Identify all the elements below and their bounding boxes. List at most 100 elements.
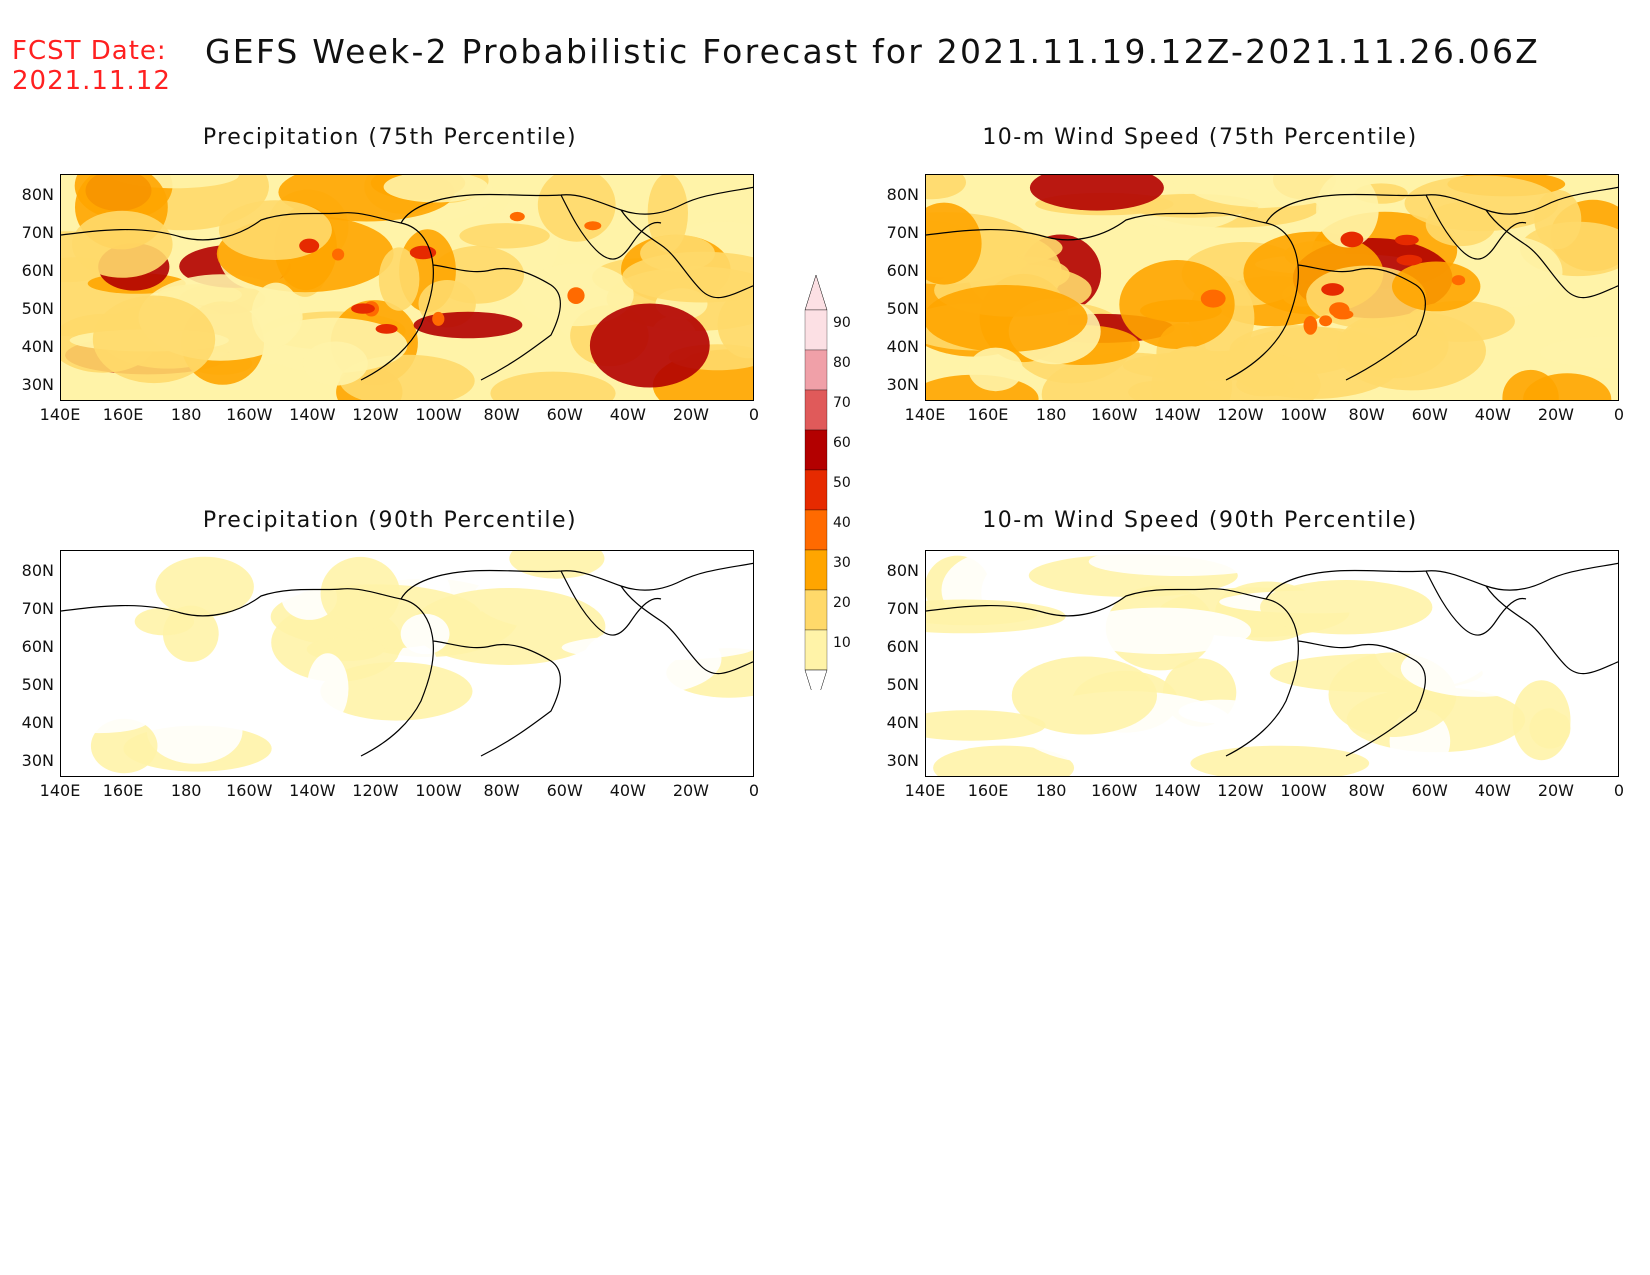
map-wind-75 (925, 174, 1619, 401)
field-contour (1260, 580, 1433, 635)
lat-label: 60N (886, 637, 919, 656)
lon-label: 40W (609, 781, 646, 800)
field-contour (1451, 551, 1593, 577)
lat-label: 80N (21, 561, 54, 580)
lat-label: 40N (21, 337, 54, 356)
lon-label: 80W (1348, 781, 1385, 800)
field-contour (1178, 699, 1263, 724)
colorbar-box (804, 389, 828, 431)
field-hotspot (1319, 315, 1333, 327)
lon-label: 40W (609, 405, 646, 424)
field-contour (1453, 758, 1583, 776)
lon-label: 20W (1537, 781, 1574, 800)
colorbar-legend: 90 80 70 60 50 40 30 20 10 (800, 270, 860, 706)
field-contour (134, 607, 195, 636)
lon-label: 140W (289, 781, 336, 800)
lat-label: 80N (886, 185, 919, 204)
field-contour (142, 699, 307, 722)
lon-label: 140W (1154, 781, 1201, 800)
field-contour (1400, 639, 1555, 697)
colorbar-box (804, 349, 828, 391)
lon-label: 60W (1411, 781, 1448, 800)
lon-label: 180 (170, 781, 202, 800)
field-hotspot (299, 238, 320, 253)
field-contour (589, 303, 710, 388)
lon-label: 120W (352, 781, 399, 800)
lat-label: 70N (21, 223, 54, 242)
field-contour (251, 282, 301, 347)
field-hotspot (1321, 283, 1344, 296)
map-field-svg (61, 175, 753, 400)
field-contour (1539, 336, 1618, 369)
lon-label: 20W (672, 781, 709, 800)
lon-label: 0 (748, 405, 760, 424)
field-contour (378, 247, 420, 311)
lon-label: 80W (1348, 405, 1385, 424)
field-contour (1425, 202, 1496, 247)
colorbar-box (804, 549, 828, 591)
map-wind-90 (925, 550, 1619, 777)
field-contour (302, 341, 368, 386)
lon-label: 140E (904, 781, 946, 800)
lat-label: 30N (886, 375, 919, 394)
lon-label: 160E (967, 781, 1009, 800)
lon-label: 0 (1613, 405, 1625, 424)
lon-label: 160E (967, 405, 1009, 424)
colorbar-tick-label: 30 (833, 555, 851, 571)
lon-label: 120W (1217, 781, 1264, 800)
field-hotspot (432, 311, 445, 326)
lon-label: 100W (1280, 781, 1327, 800)
field-contour (647, 175, 688, 253)
coastline (926, 562, 1618, 757)
lat-label: 60N (886, 261, 919, 280)
field-contour (1029, 175, 1164, 211)
lon-label: 140W (289, 405, 336, 424)
field-contour (459, 223, 550, 249)
lon-label: 180 (170, 405, 202, 424)
field-contour (512, 729, 656, 753)
field-contour (717, 290, 753, 359)
lat-label: 40N (886, 337, 919, 356)
coastline (61, 562, 753, 757)
field-contour (1190, 745, 1370, 776)
field-contour (1392, 261, 1481, 312)
map-field-svg (926, 175, 1618, 400)
panel-title-precip-90: Precipitation (90th Percentile) (202, 508, 578, 533)
lat-label: 60N (21, 261, 54, 280)
field-hotspot (1396, 254, 1423, 266)
colorbar-box (804, 509, 828, 551)
lon-label: 180 (1035, 405, 1067, 424)
field-contour (926, 599, 1066, 634)
field-hotspot (509, 211, 525, 222)
field-hotspot (1340, 231, 1364, 248)
lon-label: 0 (1613, 781, 1625, 800)
lat-label: 50N (21, 299, 54, 318)
field-hotspot (1329, 302, 1350, 318)
forecast-date-label: FCST Date: (12, 36, 167, 66)
field-contour (320, 556, 400, 631)
field-hotspot (375, 324, 398, 334)
colorbar-bottom-arrow (804, 669, 828, 706)
colorbar-tick-label: 60 (833, 435, 851, 451)
lon-label: 60W (546, 781, 583, 800)
field-hotspot (584, 221, 602, 231)
field-contour (583, 624, 722, 694)
field-contour (320, 662, 473, 721)
lat-label: 50N (886, 299, 919, 318)
colorbar-tick-label: 50 (833, 475, 851, 491)
lon-label: 140E (39, 781, 81, 800)
lon-label: 180 (1035, 781, 1067, 800)
lat-label: 70N (886, 599, 919, 618)
field-contour (490, 371, 616, 400)
lon-label: 80W (483, 781, 520, 800)
field-contour (926, 710, 1046, 741)
coastline (61, 186, 753, 381)
lon-label: 160W (226, 405, 273, 424)
field-contour (413, 311, 523, 339)
colorbar-tick-label: 70 (833, 395, 851, 411)
lon-label: 160W (226, 781, 273, 800)
lat-label: 60N (21, 637, 54, 656)
field-contour (1011, 656, 1157, 735)
colorbar-tick-label: 80 (833, 355, 851, 371)
colorbar-svg (804, 274, 828, 706)
